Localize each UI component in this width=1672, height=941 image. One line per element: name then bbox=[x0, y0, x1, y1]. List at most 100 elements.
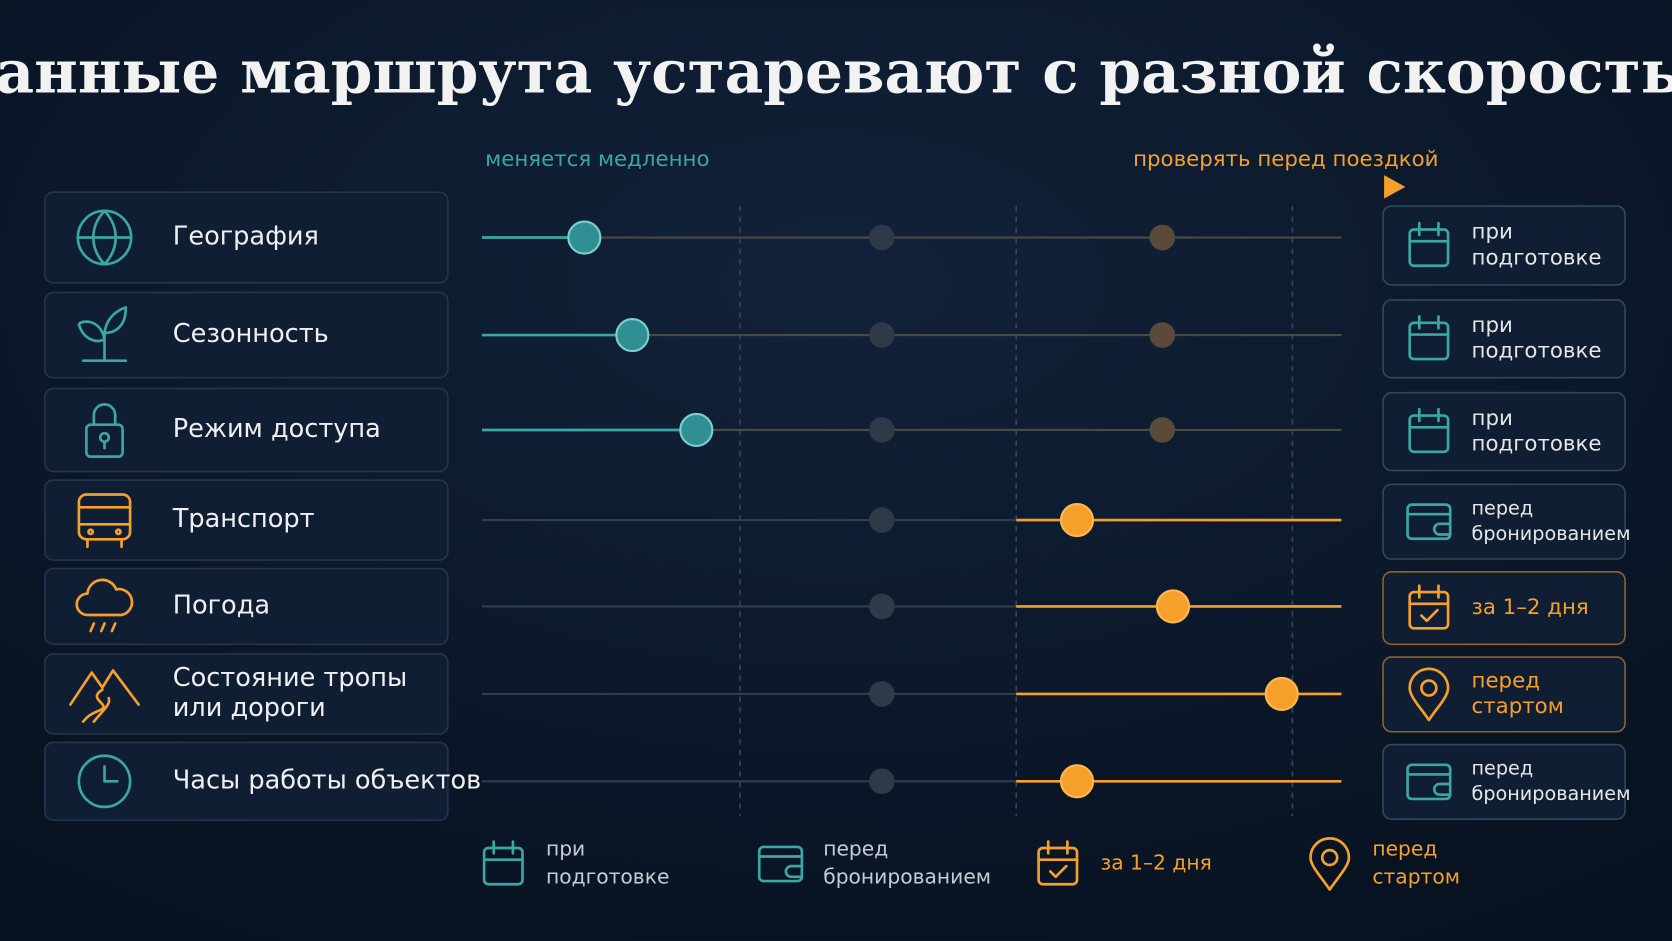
icon bbox=[482, 840, 524, 886]
icon-part bbox=[1406, 512, 1452, 536]
icon-part bbox=[757, 845, 804, 883]
marker-dim bbox=[869, 681, 895, 707]
icon bbox=[1408, 221, 1450, 268]
arrow-head bbox=[1384, 175, 1406, 199]
row-box bbox=[43, 191, 449, 284]
icon-part bbox=[1408, 407, 1450, 429]
row-icon bbox=[77, 493, 132, 549]
icon-part bbox=[1408, 584, 1450, 606]
legend-label: подготовке bbox=[546, 864, 669, 888]
icon bbox=[757, 845, 804, 883]
check-box bbox=[1382, 571, 1626, 646]
marker bbox=[1059, 503, 1095, 538]
row-label: Режим доступа bbox=[173, 414, 381, 444]
icon-part bbox=[85, 423, 124, 458]
row-label: Сезонность bbox=[173, 319, 329, 349]
marker-dim bbox=[869, 417, 895, 443]
icon-part bbox=[757, 855, 804, 879]
row-icon bbox=[75, 578, 134, 633]
marker-dim bbox=[869, 322, 895, 348]
row-label: или дороги bbox=[173, 693, 326, 723]
marker bbox=[1155, 589, 1191, 624]
icon-part bbox=[1406, 763, 1452, 801]
check-label: бронированием bbox=[1472, 782, 1631, 805]
marker-dim bbox=[1149, 322, 1176, 348]
icon-part bbox=[1420, 608, 1439, 623]
icon-part bbox=[77, 493, 132, 541]
row-icon bbox=[76, 209, 133, 266]
row-box bbox=[43, 291, 449, 379]
icon-part bbox=[1406, 503, 1452, 541]
legend-label: перед bbox=[823, 837, 888, 861]
row-label: География bbox=[173, 222, 319, 252]
icon bbox=[1406, 763, 1452, 801]
check-label: бронированием bbox=[1472, 522, 1631, 545]
icon-part bbox=[1037, 840, 1079, 862]
icon-part bbox=[1408, 221, 1450, 243]
row-icon bbox=[69, 669, 140, 723]
marker bbox=[1059, 764, 1095, 799]
icon-part bbox=[482, 846, 524, 886]
icon bbox=[1408, 584, 1450, 630]
check-label: перед bbox=[1472, 496, 1534, 519]
axis-left-label: меняется медленно bbox=[485, 147, 709, 172]
row-box bbox=[43, 387, 449, 473]
legend-label: бронированием bbox=[823, 864, 991, 888]
icon-part bbox=[81, 688, 111, 723]
marker bbox=[567, 220, 602, 255]
row-label: Состояние тропы bbox=[173, 663, 407, 693]
check-label: при bbox=[1472, 220, 1513, 245]
row-label: Транспорт bbox=[172, 504, 315, 534]
icon-part bbox=[1420, 679, 1438, 697]
icon-part bbox=[77, 505, 132, 549]
row-icon bbox=[85, 403, 124, 458]
check-label: подготовке bbox=[1472, 245, 1602, 270]
icon-part bbox=[1408, 228, 1450, 268]
marker-dim bbox=[869, 593, 895, 620]
marker-dim bbox=[869, 507, 895, 533]
row-box bbox=[43, 567, 449, 646]
icon-part bbox=[1320, 848, 1339, 867]
icon-part bbox=[69, 669, 140, 706]
row-box bbox=[43, 653, 449, 735]
icon bbox=[1408, 667, 1450, 722]
marker-dim bbox=[1149, 417, 1176, 443]
check-label: стартом bbox=[1472, 694, 1564, 719]
icon-part bbox=[77, 754, 132, 809]
check-box bbox=[1382, 483, 1626, 560]
icon-part bbox=[1406, 773, 1452, 796]
marker bbox=[679, 412, 714, 448]
icon bbox=[1406, 503, 1452, 541]
marker-dim bbox=[869, 224, 895, 251]
icon-part bbox=[1048, 864, 1068, 879]
icon-part bbox=[92, 403, 117, 426]
icon-part bbox=[103, 765, 119, 783]
check-label: подготовке bbox=[1472, 431, 1602, 456]
marker bbox=[615, 318, 650, 353]
row-icon bbox=[77, 754, 132, 809]
icon-part bbox=[114, 528, 122, 536]
row-label: Часы работы объектов bbox=[173, 765, 481, 795]
check-label: при bbox=[1472, 313, 1513, 338]
legend-label: за 1–2 дня bbox=[1100, 850, 1211, 874]
legend-label: при bbox=[546, 837, 585, 861]
check-box bbox=[1382, 743, 1626, 820]
row-box bbox=[43, 479, 449, 561]
icon bbox=[1309, 837, 1351, 891]
marker-dim bbox=[869, 768, 895, 795]
axis-right-label: проверять перед поездкой bbox=[1133, 147, 1438, 172]
icon bbox=[1408, 407, 1450, 454]
icon-part bbox=[75, 578, 134, 617]
row-icon bbox=[77, 306, 128, 363]
row-box bbox=[43, 741, 449, 822]
check-label: за 1–2 дня bbox=[1472, 595, 1589, 620]
legend-label: перед bbox=[1372, 837, 1437, 861]
icon-part bbox=[1408, 590, 1450, 630]
icon-part bbox=[76, 209, 133, 266]
check-label: подготовке bbox=[1472, 339, 1602, 364]
icon-part bbox=[1408, 414, 1450, 454]
marker-dim bbox=[1149, 224, 1176, 251]
marker bbox=[1264, 676, 1299, 711]
